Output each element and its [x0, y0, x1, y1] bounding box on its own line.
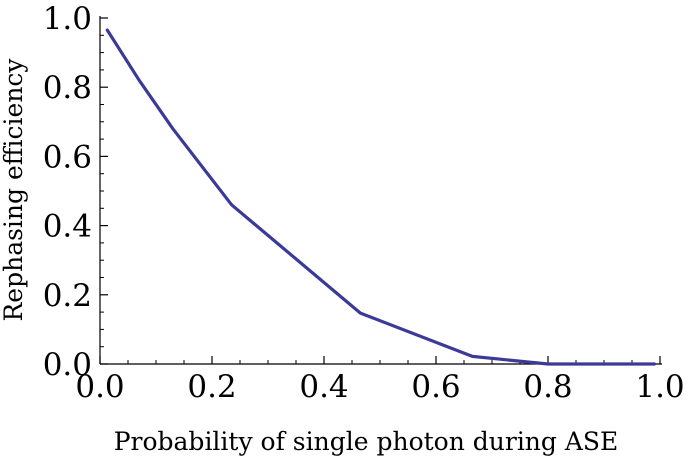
y-tick-label: 0.6	[43, 139, 92, 175]
x-tick-labels: 0.0 0.2 0.4 0.6 0.8 1.0	[75, 369, 684, 405]
axes	[99, 16, 662, 365]
y-tick-label: 0.0	[43, 347, 92, 383]
series-line-0	[105, 28, 657, 366]
y-tick-label: 0.2	[43, 278, 92, 314]
y-tick-label: 1.0	[43, 1, 92, 37]
x-tick-label: 1.0	[635, 369, 684, 405]
y-tick-label: 0.4	[43, 209, 92, 245]
x-tick-label: 0.2	[187, 369, 236, 405]
y-axis-title: Rephasing efficiency	[0, 58, 28, 322]
y-tick-labels: 0.0 0.2 0.4 0.6 0.8 1.0	[43, 1, 92, 383]
x-tick-label: 0.8	[523, 369, 572, 405]
series-group	[105, 28, 657, 366]
x-tick-label: 0.4	[299, 369, 348, 405]
x-tick-label: 0.0	[75, 369, 124, 405]
major-ticks	[99, 17, 661, 365]
y-tick-label: 0.8	[43, 70, 92, 106]
x-axis-title: Probability of single photon during ASE	[114, 427, 619, 456]
x-tick-label: 0.6	[411, 369, 460, 405]
